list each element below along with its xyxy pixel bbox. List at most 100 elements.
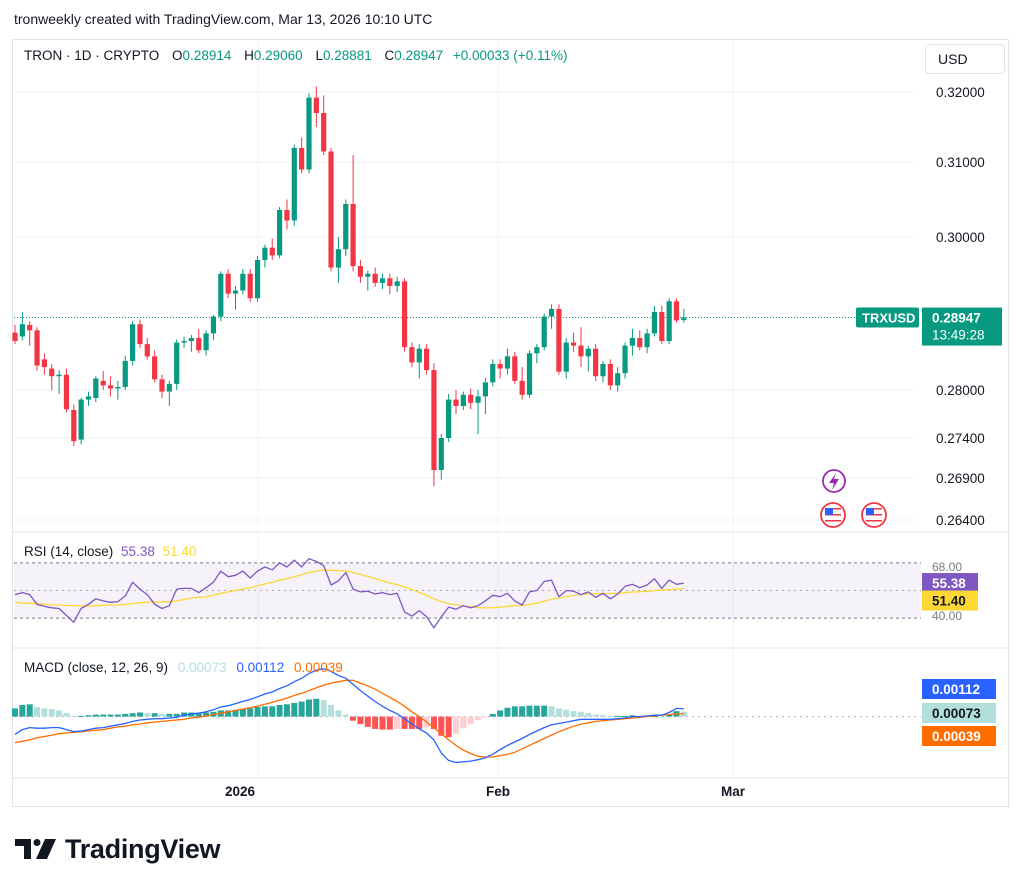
- candle-body: [12, 332, 18, 342]
- rsi-axis-tick-label: 68.00: [932, 560, 962, 574]
- lightning-event-icon: [822, 469, 846, 493]
- rsi-badge-value: 55.38: [932, 576, 966, 591]
- candle-body: [203, 333, 209, 351]
- macd-histogram-bar: [504, 707, 511, 717]
- macd-histogram-bar: [203, 712, 210, 717]
- price-axis-tick-label: 0.30000: [936, 230, 985, 245]
- change-value: +0.00033 (+0.11%): [452, 48, 568, 63]
- low-value: 0.28881: [322, 48, 372, 63]
- candle-body: [585, 348, 591, 357]
- macd-histogram-bar: [283, 704, 290, 717]
- macd-histogram-bar: [386, 716, 393, 730]
- macd-histogram-bar: [291, 702, 298, 717]
- time-axis-tick-label: Mar: [721, 784, 746, 799]
- candle-body: [181, 341, 187, 343]
- macd-histogram-bar: [195, 712, 202, 717]
- candle-body: [681, 317, 687, 321]
- candle-body: [343, 204, 349, 250]
- candle-body: [240, 273, 246, 291]
- candle-body: [269, 247, 275, 256]
- macd-histogram-bar: [533, 705, 540, 717]
- macd-histogram-bar: [350, 716, 357, 721]
- macd-histogram-bar: [159, 713, 165, 717]
- candle-body: [254, 259, 261, 299]
- price-axis-tick-label: 0.32000: [936, 85, 985, 100]
- candle-body: [607, 363, 613, 386]
- candle-body: [548, 308, 555, 317]
- rsi-ma-value-badge: [922, 590, 978, 611]
- candle-body: [541, 316, 547, 348]
- macd-signal-legend-value: 0.00039: [293, 660, 343, 675]
- macd-histogram-bar: [328, 704, 335, 717]
- candle-body: [130, 324, 136, 361]
- candle-body: [651, 311, 658, 334]
- macd-histogram-bar: [548, 706, 555, 717]
- candle-body: [629, 337, 635, 346]
- macd-hist-badge-value: 0.00073: [932, 706, 981, 721]
- macd-histogram-bar: [629, 715, 636, 717]
- candle-body: [93, 378, 99, 398]
- rsi-ma-badge-value: 51.40: [932, 594, 966, 609]
- price-axis-tick-label: 0.26400: [936, 513, 985, 528]
- candle-body: [600, 363, 606, 377]
- macd-histogram-bar: [394, 716, 401, 729]
- rsi-ma-line: [14, 569, 684, 609]
- macd-histogram-bar: [592, 714, 599, 717]
- candle-body: [453, 399, 459, 406]
- us-flag-event-icon: [861, 502, 887, 528]
- candle-body: [504, 356, 511, 369]
- candle-body: [571, 342, 577, 346]
- macd-histogram-bar: [26, 704, 33, 717]
- last-price-value: 0.28947: [932, 311, 981, 326]
- macd-histogram-bar: [666, 714, 673, 717]
- candle-body: [152, 356, 158, 380]
- macd-histogram-bar: [166, 713, 173, 717]
- macd-signal-line: [14, 679, 684, 758]
- macd-histogram-bar: [357, 716, 364, 725]
- candle-body: [659, 311, 665, 342]
- tradingview-logo[interactable]: TradingView: [15, 832, 221, 866]
- candle-body: [468, 394, 474, 403]
- macd-histogram-bar: [614, 715, 621, 717]
- macd-label: MACD (close, 12, 26, 9): [24, 660, 169, 675]
- macd-histogram-bar: [114, 714, 121, 717]
- candle-body: [291, 148, 297, 221]
- macd-histogram-bar: [92, 714, 99, 717]
- macd-histogram-bar: [56, 710, 63, 717]
- macd-histogram-bar: [416, 716, 423, 729]
- candle-body: [519, 380, 525, 395]
- high-value: 0.29060: [253, 48, 303, 63]
- candle-body: [446, 399, 452, 438]
- macd-histogram-bar: [173, 713, 180, 717]
- macd-histogram-bar: [607, 715, 614, 717]
- candle-body: [71, 410, 77, 442]
- candle-body: [475, 396, 481, 403]
- last-price-badge: [922, 307, 1002, 346]
- open-value: 0.28914: [182, 48, 232, 63]
- macd-signal-value-badge: [922, 726, 996, 746]
- chart-header-caption: tronweekly created with TradingView.com,…: [14, 11, 433, 27]
- candles-group: [12, 86, 687, 487]
- candle-body: [328, 151, 334, 268]
- macd-histogram-bar: [34, 707, 41, 717]
- candle-body: [27, 324, 33, 331]
- macd-histogram-bar: [225, 710, 232, 717]
- candle-body: [460, 394, 466, 406]
- us-flag-stripe: [825, 520, 841, 522]
- candle-body: [394, 281, 400, 286]
- currency-button[interactable]: USD: [925, 44, 1005, 74]
- rsi-line: [14, 558, 685, 629]
- macd-histogram-bar: [372, 716, 379, 729]
- candle-body: [188, 337, 194, 342]
- candle-body: [644, 333, 650, 348]
- open-label: O: [172, 48, 183, 63]
- macd-legend: MACD (close, 12, 26, 9) 0.00073 0.00112 …: [24, 660, 343, 675]
- rsi-ma-legend-value: 51.40: [162, 544, 197, 559]
- macd-histogram-bar: [63, 713, 70, 717]
- us-flag-stripe: [866, 517, 882, 519]
- macd-histogram-bar: [85, 715, 92, 717]
- candle-body: [107, 385, 114, 389]
- macd-badge-value: 0.00112: [932, 682, 980, 697]
- macd-histogram-bar: [467, 716, 474, 725]
